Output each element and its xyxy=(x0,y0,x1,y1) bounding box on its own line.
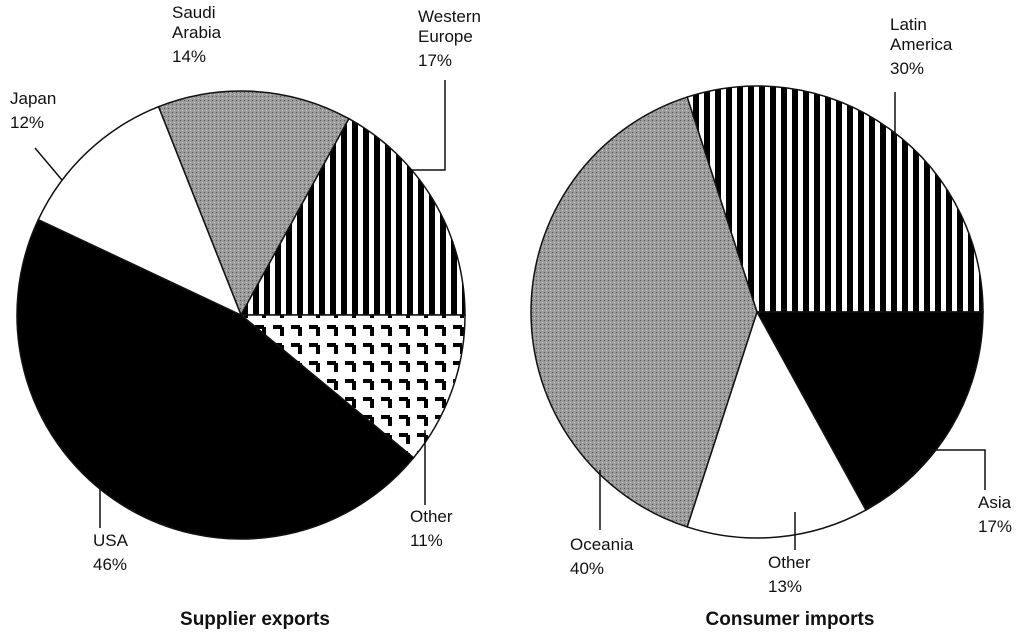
slice-value-label: 30% xyxy=(890,59,924,78)
slice-value-label: 11% xyxy=(410,531,443,550)
label-line: America xyxy=(890,35,953,54)
slice-value-label: 17% xyxy=(418,51,452,70)
slice-label: Saudi Arabia xyxy=(172,3,222,42)
slice-value-label: 14% xyxy=(172,47,206,66)
pie-slice xyxy=(530,96,758,528)
slice-label: Other xyxy=(410,507,453,526)
label-line: Other xyxy=(410,507,453,526)
slice-value-label: 40% xyxy=(570,559,604,578)
label-line: Europe xyxy=(418,27,473,46)
chart-title: Consumer imports xyxy=(706,609,875,630)
chart-title: Supplier exports xyxy=(180,609,330,630)
pie-slice xyxy=(16,218,415,540)
label-line: Saudi xyxy=(172,3,215,22)
label-line: Other xyxy=(768,553,811,572)
slice-label: USA xyxy=(93,531,129,550)
leader-line xyxy=(34,147,63,181)
slice-label: Oceania xyxy=(570,535,634,554)
label-line: USA xyxy=(93,531,129,550)
pie-slice xyxy=(686,85,984,313)
pie-slice xyxy=(686,310,867,539)
slice-value-label: 17% xyxy=(978,517,1012,536)
pie-slice xyxy=(238,314,466,459)
pie-slice xyxy=(239,117,466,316)
slice-value-label: 13% xyxy=(768,577,802,596)
label-line: Western xyxy=(418,7,481,26)
pie-slice xyxy=(157,90,350,317)
slice-value-label: 46% xyxy=(93,555,127,574)
label-line: Oceania xyxy=(570,535,634,554)
pie-slice xyxy=(755,311,984,512)
slice-value-label: 12% xyxy=(10,113,44,132)
leader-line xyxy=(928,449,986,490)
slice-label: Asia xyxy=(978,493,1012,512)
pie-slice xyxy=(37,105,243,317)
label-line: Latin xyxy=(890,15,927,34)
leader-line xyxy=(412,80,446,171)
slice-label: Western Europe xyxy=(418,7,481,46)
slice-label: Japan xyxy=(10,89,56,108)
slice-label: Other xyxy=(768,553,811,572)
slice-label: Latin America xyxy=(890,15,953,54)
label-line: Arabia xyxy=(172,23,222,42)
label-line: Japan xyxy=(10,89,56,108)
label-line: Asia xyxy=(978,493,1012,512)
